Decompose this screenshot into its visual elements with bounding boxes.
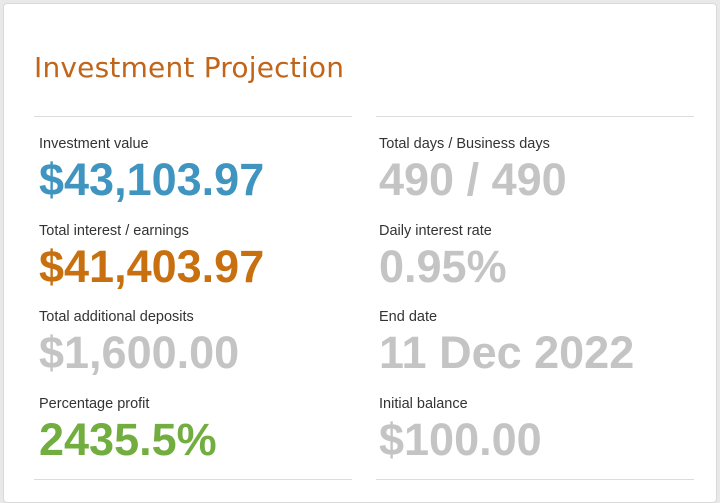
stat-value: 0.95% — [379, 240, 507, 292]
stat-label: Initial balance — [379, 396, 468, 412]
stat-value: $43,103.97 — [39, 153, 265, 205]
stat-end-date: End date 11 Dec 2022 — [379, 310, 699, 375]
stat-initial-balance: Initial balance $100.00 — [379, 397, 699, 462]
stat-daily-interest-rate: Daily interest rate 0.95% — [379, 224, 699, 289]
divider-left-top — [34, 116, 352, 117]
stat-value: $100.00 — [379, 413, 542, 465]
stat-investment-value: Investment value $43,103.97 — [39, 137, 359, 202]
stat-label: Total additional deposits — [39, 309, 194, 325]
stat-value: 490 / 490 — [379, 153, 567, 205]
stat-value: 2435.5% — [39, 413, 217, 465]
divider-right-top — [376, 116, 694, 117]
stat-total-interest: Total interest / earnings $41,403.97 — [39, 224, 359, 289]
stat-label: Total interest / earnings — [39, 223, 189, 239]
stat-value: $41,403.97 — [39, 240, 265, 292]
divider-right-bottom — [376, 479, 694, 480]
stat-total-days: Total days / Business days 490 / 490 — [379, 137, 699, 202]
stat-label: End date — [379, 309, 438, 325]
stat-label: Daily interest rate — [379, 223, 492, 239]
stat-percentage-profit: Percentage profit 2435.5% — [39, 397, 359, 462]
stat-additional-deposits: Total additional deposits $1,600.00 — [39, 310, 359, 375]
stat-value: 11 Dec 2022 — [379, 326, 635, 378]
stat-value: $1,600.00 — [39, 326, 240, 378]
stat-label: Total days / Business days — [379, 136, 550, 152]
stat-label: Investment value — [39, 136, 149, 152]
panel-title: Investment Projection — [34, 51, 345, 84]
stat-label: Percentage profit — [39, 396, 150, 412]
investment-projection-panel: Investment Projection Investment value $… — [3, 3, 717, 503]
divider-left-bottom — [34, 479, 352, 480]
